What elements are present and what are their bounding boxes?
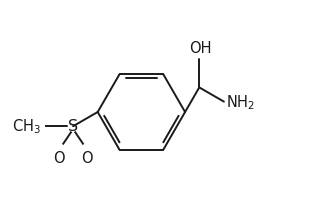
Text: O: O (53, 151, 65, 166)
Text: O: O (82, 151, 93, 166)
Text: CH$_3$: CH$_3$ (12, 117, 41, 136)
Text: NH$_2$: NH$_2$ (226, 93, 255, 112)
Text: OH: OH (189, 41, 212, 56)
Text: S: S (68, 119, 78, 134)
